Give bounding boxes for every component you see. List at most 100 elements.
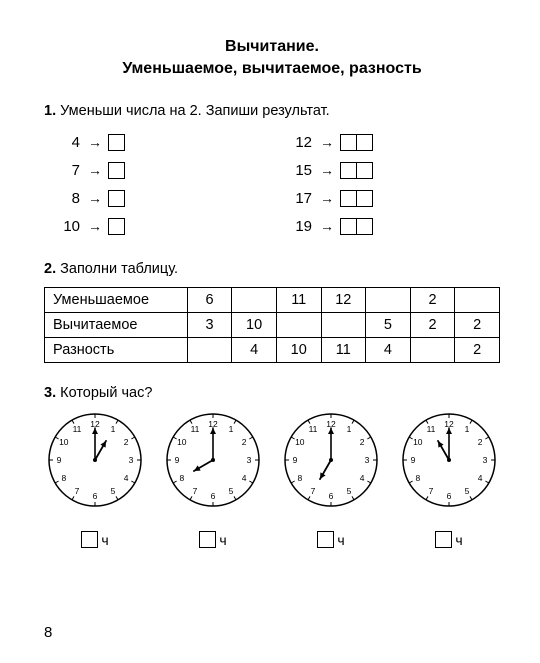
svg-text:6: 6 <box>211 491 216 501</box>
svg-text:3: 3 <box>483 455 488 465</box>
hour-unit-label: ч <box>337 532 344 548</box>
arrow-icon: → <box>320 218 334 234</box>
table-cell: 2 <box>455 313 500 338</box>
table-cell[interactable] <box>366 288 411 313</box>
arrow-icon: → <box>88 162 102 178</box>
clock-face: 123456789101112 <box>400 411 498 509</box>
svg-text:4: 4 <box>478 473 483 483</box>
svg-text:1: 1 <box>111 424 116 434</box>
table-cell: 11 <box>276 288 321 313</box>
title-line2: Уменьшаемое, вычитаемое, разность <box>122 60 421 77</box>
task1-number: 4 <box>44 134 88 151</box>
table-cell: 2 <box>455 338 500 363</box>
answer-box[interactable] <box>317 531 334 548</box>
svg-text:1: 1 <box>347 424 352 434</box>
task1-columns: 4→7→8→10→12→15→17→19→ <box>44 129 500 241</box>
svg-text:6: 6 <box>447 491 452 501</box>
svg-text:2: 2 <box>360 437 365 447</box>
task2-table: Уменьшаемое611122Вычитаемое310522Разност… <box>44 287 500 363</box>
task1-row: 15→ <box>272 157 500 183</box>
answer-box[interactable] <box>356 134 373 151</box>
svg-text:5: 5 <box>111 486 116 496</box>
svg-text:5: 5 <box>465 486 470 496</box>
page-number: 8 <box>44 624 52 641</box>
table-cell: 12 <box>321 288 366 313</box>
table-cell[interactable] <box>455 288 500 313</box>
table-cell: 10 <box>276 338 321 363</box>
hour-unit-label: ч <box>219 532 226 548</box>
task1-row: 8→ <box>44 185 272 211</box>
task1-row: 7→ <box>44 157 272 183</box>
table-cell[interactable] <box>232 288 277 313</box>
answer-box[interactable] <box>340 190 357 207</box>
task1-text: Уменьши числа на 2. Запиши результат. <box>60 103 330 119</box>
arrow-icon: → <box>320 190 334 206</box>
svg-text:7: 7 <box>311 486 316 496</box>
svg-text:8: 8 <box>297 473 302 483</box>
answer-box[interactable] <box>108 218 125 235</box>
table-row: Уменьшаемое611122 <box>45 288 500 313</box>
answer-box[interactable] <box>356 162 373 179</box>
answer-box[interactable] <box>199 531 216 548</box>
task3-text: Который час? <box>60 385 152 401</box>
answer-box[interactable] <box>356 190 373 207</box>
table-cell[interactable] <box>321 313 366 338</box>
row-label: Уменьшаемое <box>45 288 188 313</box>
answer-box[interactable] <box>81 531 98 548</box>
task1-number: 17 <box>272 190 320 207</box>
task1-num: 1. <box>44 103 56 119</box>
svg-text:11: 11 <box>73 424 82 434</box>
svg-text:9: 9 <box>57 455 62 465</box>
svg-text:4: 4 <box>242 473 247 483</box>
arrow-icon: → <box>320 162 334 178</box>
task2-prompt: 2. Заполни таблицу. <box>44 261 500 277</box>
answer-box[interactable] <box>108 134 125 151</box>
task1-number: 15 <box>272 162 320 179</box>
answer-box[interactable] <box>108 190 125 207</box>
table-cell[interactable] <box>276 313 321 338</box>
answer-box[interactable] <box>356 218 373 235</box>
clock-unit: 123456789101112ч <box>164 411 262 548</box>
hour-unit-label: ч <box>455 532 462 548</box>
task1-prompt: 1. Уменьши числа на 2. Запиши результат. <box>44 103 500 119</box>
clock-face: 123456789101112 <box>282 411 380 509</box>
svg-text:4: 4 <box>360 473 365 483</box>
svg-text:10: 10 <box>295 437 305 447</box>
table-cell[interactable] <box>410 338 455 363</box>
svg-text:9: 9 <box>293 455 298 465</box>
clock-unit: 123456789101112ч <box>400 411 498 548</box>
svg-text:5: 5 <box>347 486 352 496</box>
task1-number: 7 <box>44 162 88 179</box>
svg-text:5: 5 <box>229 486 234 496</box>
table-cell: 4 <box>366 338 411 363</box>
svg-text:11: 11 <box>191 424 200 434</box>
clock-answer: ч <box>435 531 462 548</box>
svg-text:8: 8 <box>61 473 66 483</box>
table-cell[interactable] <box>187 338 232 363</box>
svg-text:11: 11 <box>427 424 436 434</box>
svg-text:10: 10 <box>177 437 187 447</box>
svg-text:10: 10 <box>413 437 423 447</box>
answer-box[interactable] <box>108 162 125 179</box>
clock-answer: ч <box>81 531 108 548</box>
svg-text:3: 3 <box>365 455 370 465</box>
task1-row: 19→ <box>272 213 500 239</box>
task2-num: 2. <box>44 261 56 277</box>
task1-number: 8 <box>44 190 88 207</box>
answer-box[interactable] <box>340 162 357 179</box>
task1-row: 4→ <box>44 129 272 155</box>
svg-text:2: 2 <box>124 437 129 447</box>
svg-text:7: 7 <box>75 486 80 496</box>
task3-num: 3. <box>44 385 56 401</box>
task1-number: 10 <box>44 218 88 235</box>
answer-box[interactable] <box>435 531 452 548</box>
svg-text:7: 7 <box>429 486 434 496</box>
svg-text:7: 7 <box>193 486 198 496</box>
answer-box[interactable] <box>340 134 357 151</box>
svg-text:2: 2 <box>242 437 247 447</box>
table-cell: 11 <box>321 338 366 363</box>
arrow-icon: → <box>320 134 334 150</box>
answer-box[interactable] <box>340 218 357 235</box>
clock-unit: 123456789101112ч <box>282 411 380 548</box>
svg-text:9: 9 <box>175 455 180 465</box>
